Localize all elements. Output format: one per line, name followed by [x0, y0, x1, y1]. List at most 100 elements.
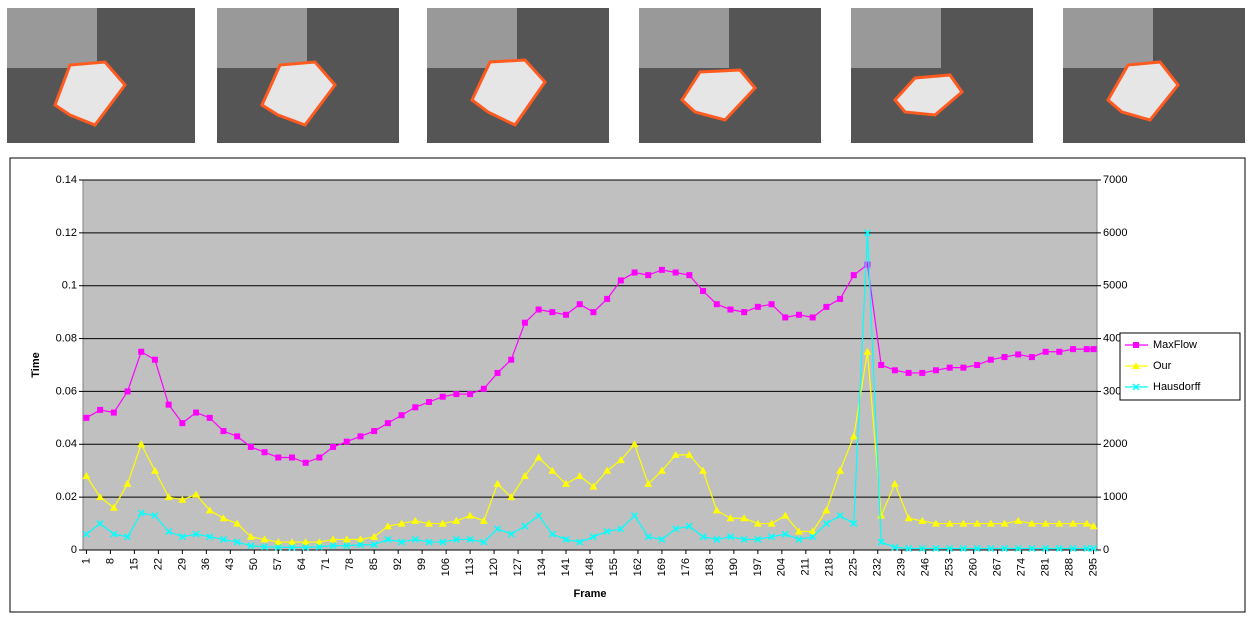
point	[83, 415, 89, 421]
x-tick-label: 92	[392, 558, 404, 570]
x-tick-label: 176	[680, 558, 692, 576]
x-tick-label: 211	[800, 558, 812, 576]
point	[878, 362, 884, 368]
point	[193, 410, 199, 416]
point	[1070, 346, 1076, 352]
x-axis-title: Frame	[573, 588, 606, 600]
point	[659, 267, 665, 273]
x-tick-label: 127	[512, 558, 524, 576]
point	[440, 394, 446, 400]
point	[412, 404, 418, 410]
point	[919, 370, 925, 376]
point	[960, 365, 966, 371]
point	[371, 428, 377, 434]
point	[1043, 349, 1049, 355]
x-tick-label: 85	[368, 558, 380, 570]
y2-tick-label: 0	[1103, 544, 1109, 556]
photo	[639, 8, 821, 143]
y-axis-title: Time	[30, 352, 42, 377]
point	[577, 301, 583, 307]
x-tick-label: 71	[320, 558, 332, 570]
point	[385, 420, 391, 426]
point	[1056, 349, 1062, 355]
y-tick-label: 0.04	[56, 438, 77, 450]
point	[796, 312, 802, 318]
point	[823, 304, 829, 310]
point	[727, 307, 733, 313]
x-tick-label: 120	[488, 558, 500, 576]
point	[590, 309, 596, 315]
x-tick-label: 22	[152, 558, 164, 570]
point	[248, 444, 254, 450]
x-tick-label: 239	[896, 558, 908, 576]
point	[262, 449, 268, 455]
point	[152, 357, 158, 363]
y2-tick-label: 2000	[1103, 438, 1127, 450]
point	[1091, 346, 1097, 352]
point	[97, 407, 103, 413]
point	[207, 415, 213, 421]
point	[810, 314, 816, 320]
x-tick-label: 162	[632, 558, 644, 576]
point	[495, 370, 501, 376]
photo	[7, 8, 195, 143]
y-tick-label: 0.08	[56, 332, 77, 344]
x-tick-label: 260	[968, 558, 980, 576]
point	[344, 439, 350, 445]
x-tick-label: 197	[752, 558, 764, 576]
point	[275, 455, 281, 461]
point	[1002, 354, 1008, 360]
x-tick-label: 57	[272, 558, 284, 570]
point	[536, 307, 542, 313]
point	[892, 367, 898, 373]
x-tick-label: 225	[848, 558, 860, 576]
point	[741, 309, 747, 315]
x-tick-label: 99	[416, 558, 428, 570]
point	[782, 314, 788, 320]
point	[988, 357, 994, 363]
y-tick-label: 0.02	[56, 491, 77, 503]
x-tick-label: 190	[728, 558, 740, 576]
point	[166, 402, 172, 408]
point	[467, 391, 473, 397]
x-tick-label: 169	[656, 558, 668, 576]
x-tick-label: 64	[296, 558, 308, 570]
photo	[1063, 8, 1245, 143]
point	[1133, 342, 1139, 348]
photos	[7, 8, 1245, 143]
x-tick-label: 43	[224, 558, 236, 570]
x-tick-label: 78	[344, 558, 356, 570]
y-tick-label: 0	[71, 544, 77, 556]
point	[1084, 346, 1090, 352]
point	[837, 296, 843, 302]
x-tick-label: 204	[776, 558, 788, 576]
y2-tick-label: 1000	[1103, 491, 1127, 503]
x-tick-label: 218	[824, 558, 836, 576]
photo	[427, 8, 609, 143]
x-tick-label: 8	[104, 558, 116, 564]
point	[330, 444, 336, 450]
point	[974, 362, 980, 368]
x-tick-label: 148	[584, 558, 596, 576]
point	[700, 288, 706, 294]
point	[316, 455, 322, 461]
y-tick-label: 0.14	[56, 174, 77, 186]
point	[563, 312, 569, 318]
x-tick-label: 113	[464, 558, 476, 576]
x-tick-label: 134	[536, 558, 548, 576]
point	[549, 309, 555, 315]
point	[714, 301, 720, 307]
x-tick-label: 155	[608, 558, 620, 576]
plot-area	[83, 180, 1097, 550]
point	[357, 433, 363, 439]
y2-tick-label: 7000	[1103, 174, 1127, 186]
point	[111, 410, 117, 416]
chart: Time Frame 00.020.040.060.080.10.120.140…	[0, 0, 1247, 614]
point	[645, 272, 651, 278]
y2-tick-label: 5000	[1103, 280, 1127, 292]
point	[686, 272, 692, 278]
x-tick-label: 183	[704, 558, 716, 576]
x-tick-label: 274	[1016, 558, 1028, 576]
x-tick-label: 141	[560, 558, 572, 576]
point	[851, 272, 857, 278]
